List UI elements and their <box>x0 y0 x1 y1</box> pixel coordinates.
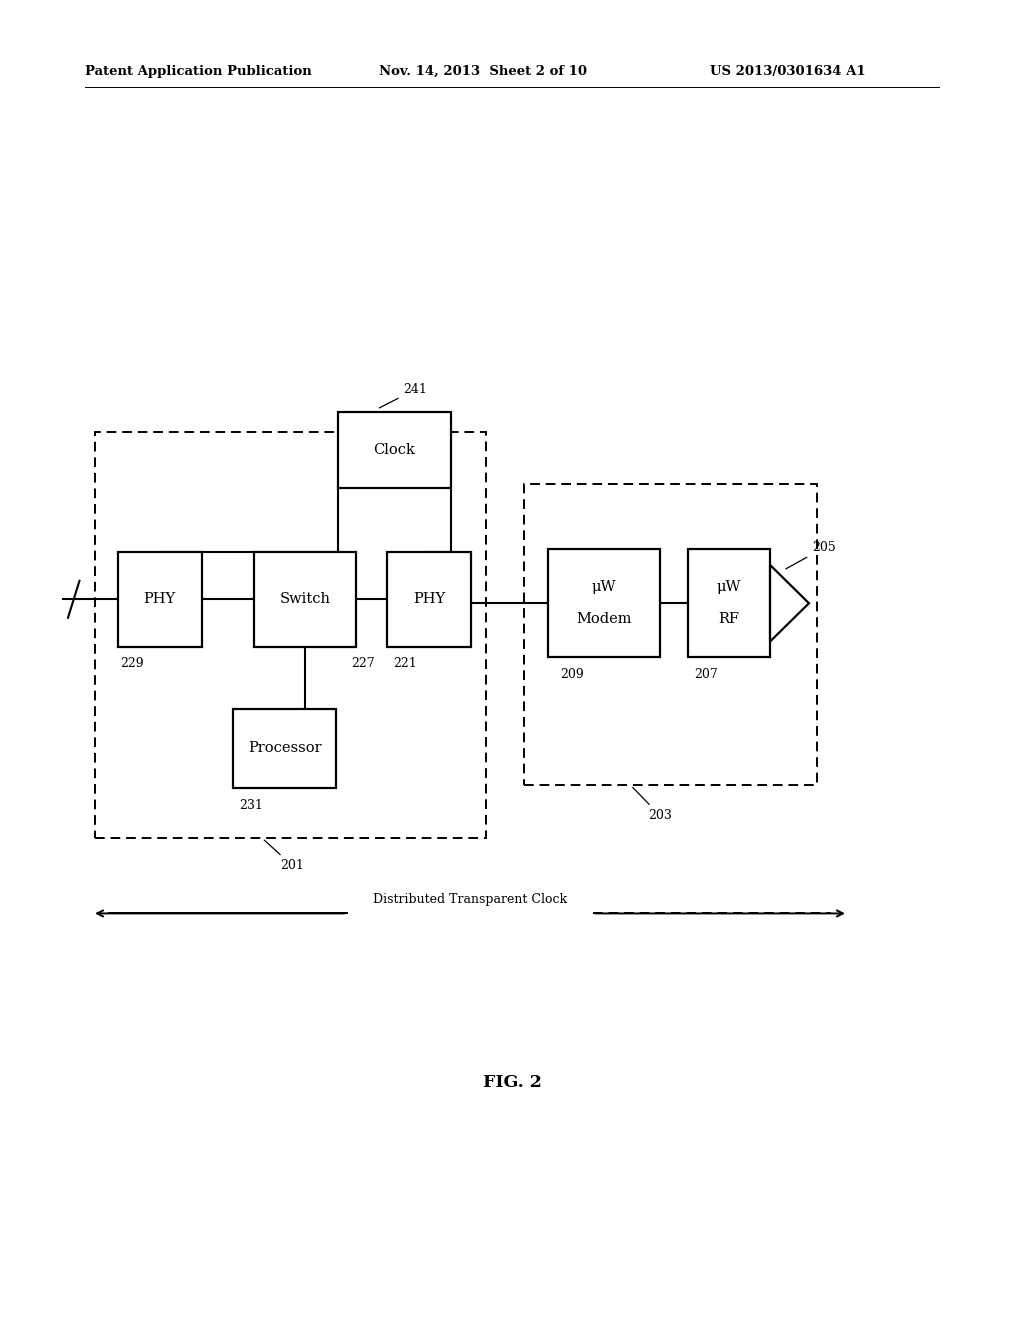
Bar <box>95 432 486 838</box>
Text: US 2013/0301634 A1: US 2013/0301634 A1 <box>710 65 865 78</box>
Text: Modem: Modem <box>577 612 632 626</box>
Text: 203: 203 <box>633 788 672 822</box>
Text: 241: 241 <box>379 383 427 408</box>
Text: Patent Application Publication: Patent Application Publication <box>85 65 311 78</box>
Text: 205: 205 <box>785 541 836 569</box>
Text: 229: 229 <box>120 657 143 671</box>
Text: RF: RF <box>719 612 739 626</box>
Text: 231: 231 <box>240 799 263 812</box>
Text: Nov. 14, 2013  Sheet 2 of 10: Nov. 14, 2013 Sheet 2 of 10 <box>379 65 587 78</box>
Bar <box>118 552 202 647</box>
Text: Distributed Transparent Clock: Distributed Transparent Clock <box>373 892 567 906</box>
Polygon shape <box>770 565 809 642</box>
Text: 209: 209 <box>560 668 584 681</box>
Bar <box>254 552 356 647</box>
Text: μW: μW <box>592 581 616 594</box>
Text: PHY: PHY <box>413 593 445 606</box>
Text: PHY: PHY <box>143 593 176 606</box>
Text: Processor: Processor <box>248 742 322 755</box>
Text: Clock: Clock <box>374 444 415 457</box>
Bar <box>688 549 770 657</box>
Text: Switch: Switch <box>280 593 331 606</box>
Text: 221: 221 <box>393 657 417 671</box>
Bar <box>387 552 471 647</box>
Text: FIG. 2: FIG. 2 <box>482 1074 542 1090</box>
Text: 201: 201 <box>264 840 304 873</box>
Bar <box>548 549 660 657</box>
Text: 207: 207 <box>694 668 718 681</box>
Bar <box>233 709 336 788</box>
Text: μW: μW <box>717 581 741 594</box>
Bar <box>338 412 451 488</box>
Bar <box>524 484 817 785</box>
Text: 227: 227 <box>351 657 375 671</box>
